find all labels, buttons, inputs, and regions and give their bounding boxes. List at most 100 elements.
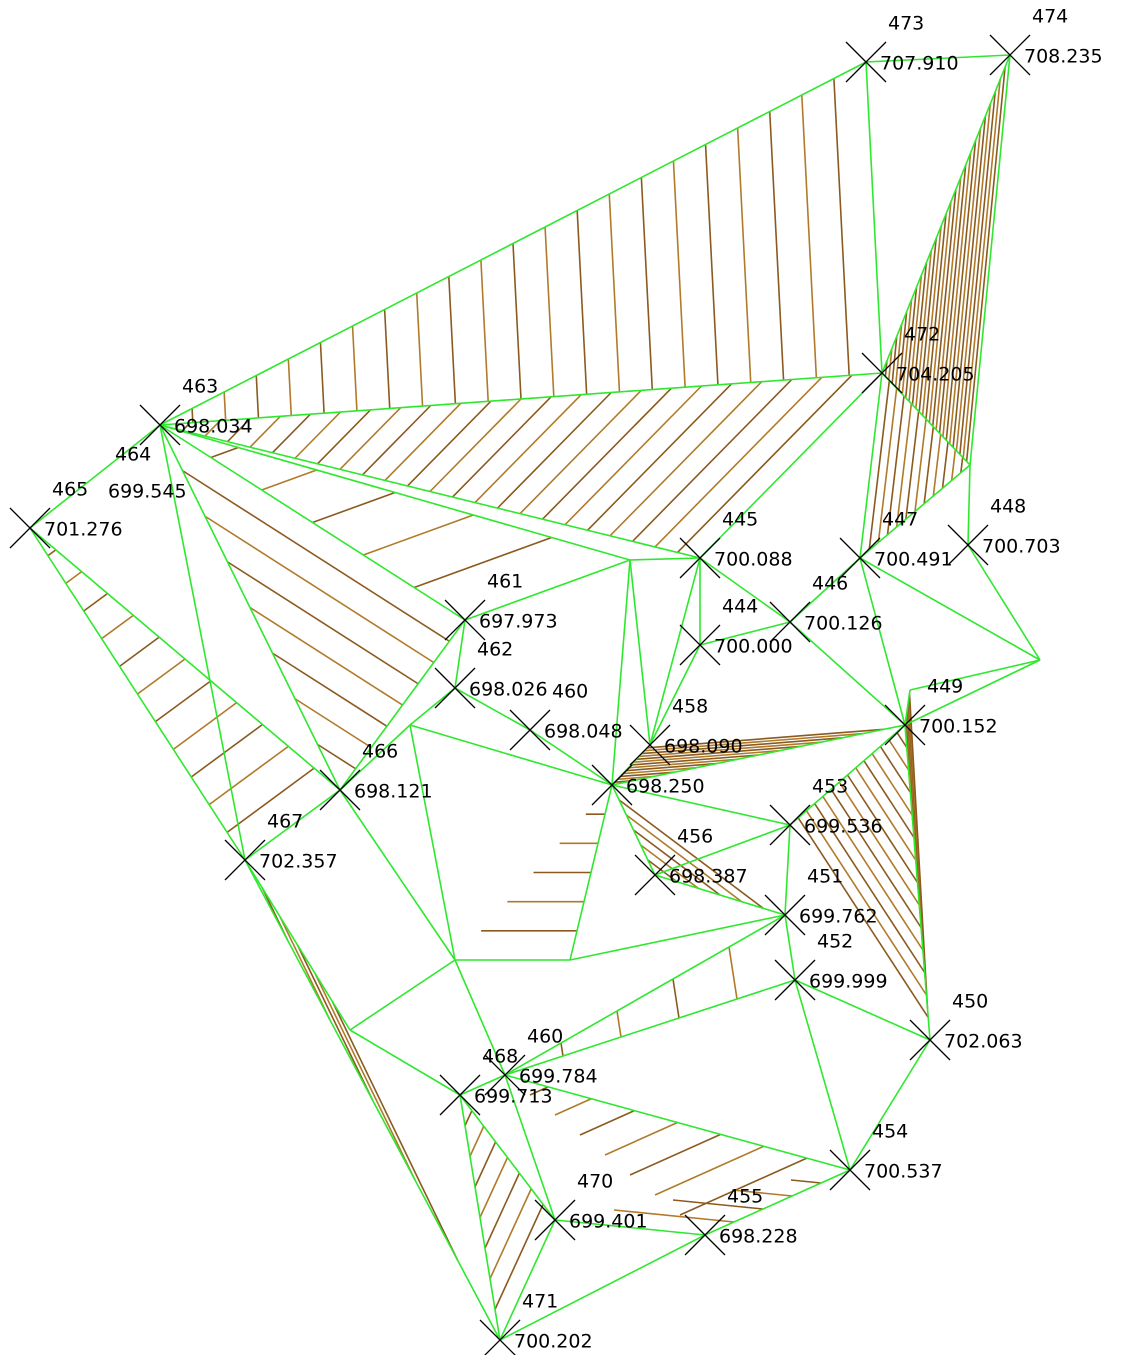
contour-line xyxy=(672,160,686,388)
contour-line xyxy=(654,376,823,548)
contour-line xyxy=(838,781,920,906)
triangle-edge xyxy=(865,54,1011,63)
contour-line xyxy=(181,422,191,432)
contour-line xyxy=(314,972,416,1181)
contour-line xyxy=(512,243,522,400)
contour-line xyxy=(636,745,801,761)
contour-line xyxy=(948,128,982,444)
contour-line xyxy=(576,210,588,395)
contour-line xyxy=(529,1086,549,1096)
point-id: 449 xyxy=(927,676,963,698)
contour-line xyxy=(317,743,357,770)
triangle-edge xyxy=(349,1029,461,1096)
contour-line xyxy=(914,418,927,512)
triangle-edge xyxy=(865,61,883,374)
point-id: 445 xyxy=(722,509,758,531)
triangle-edge xyxy=(649,644,701,746)
contour-line xyxy=(647,728,885,749)
point-elevation: 700.491 xyxy=(874,549,953,571)
triangle-edge xyxy=(859,557,1041,661)
point-elevation: 702.063 xyxy=(944,1031,1023,1053)
triangle-edge xyxy=(339,619,466,791)
contour-line xyxy=(312,491,396,524)
point-elevation: 704.205 xyxy=(896,364,975,386)
contour-line xyxy=(227,561,419,685)
triangle-edge xyxy=(554,1219,706,1236)
point-elevation: 700.126 xyxy=(804,613,883,635)
contour-line xyxy=(877,388,898,543)
contour-line xyxy=(639,741,822,758)
contour-line xyxy=(339,407,402,470)
contour-line xyxy=(586,383,733,531)
contour-line xyxy=(728,946,738,1000)
contour-line xyxy=(351,325,358,411)
contour-line xyxy=(629,1133,721,1176)
contour-line xyxy=(855,767,917,861)
triangle-edge xyxy=(409,724,456,961)
contour-line xyxy=(604,1121,678,1156)
contour-line xyxy=(654,1145,765,1196)
point-id: 472 xyxy=(904,324,940,346)
contour-line xyxy=(210,446,239,459)
point-marker xyxy=(9,507,51,549)
point-elevation: 708.235 xyxy=(1024,46,1103,68)
triangle-edge xyxy=(967,464,971,546)
contour-line xyxy=(204,515,435,664)
contour-line xyxy=(647,859,678,883)
point-id: 465 xyxy=(52,479,88,501)
contour-line xyxy=(640,177,654,390)
contour-line xyxy=(226,767,315,833)
contour-line xyxy=(65,571,83,584)
contour-line xyxy=(945,140,977,441)
contour-line xyxy=(406,400,492,487)
contour-line xyxy=(928,201,952,423)
triangle-edge xyxy=(629,557,701,561)
triangle-edge xyxy=(339,789,456,961)
contour-line xyxy=(768,111,785,381)
contour-line xyxy=(672,978,680,1019)
contour-line xyxy=(204,420,221,437)
contour-line xyxy=(887,738,910,771)
triangle-edge xyxy=(859,372,883,559)
triangle-edge xyxy=(499,1234,706,1341)
contour-line xyxy=(896,731,908,748)
triangle-edge xyxy=(504,914,786,1076)
contour-line xyxy=(625,814,743,903)
contour-line xyxy=(790,1179,822,1184)
contour-line xyxy=(319,342,325,414)
point-marker xyxy=(439,1074,481,1116)
point-marker xyxy=(774,959,816,1001)
triangle-edge xyxy=(629,559,651,746)
contour-line xyxy=(137,658,186,695)
contour-line xyxy=(249,415,281,448)
triangle-edge xyxy=(789,724,906,826)
point-id: 458 xyxy=(672,696,708,718)
point-elevation: 698.048 xyxy=(544,721,623,743)
triangle-edge xyxy=(459,1094,501,1341)
point-elevation: 699.536 xyxy=(804,816,883,838)
point-id: 444 xyxy=(722,596,758,618)
point-id: 456 xyxy=(677,826,713,848)
point-elevation: 697.973 xyxy=(479,611,558,633)
triangle-edge xyxy=(611,784,791,826)
contour-line xyxy=(898,311,908,391)
triangle-edge xyxy=(859,464,971,559)
contour-line xyxy=(871,753,913,816)
point-elevation: 698.250 xyxy=(626,776,705,798)
triangle-edge xyxy=(784,914,796,981)
contour-line xyxy=(616,1010,622,1038)
point-marker xyxy=(591,764,633,806)
point-id: 461 xyxy=(487,571,523,593)
triangle-edge xyxy=(499,1219,556,1341)
contour-line xyxy=(797,817,929,1018)
triangle-edge xyxy=(159,424,466,621)
triangle-edge xyxy=(904,724,931,1041)
contour-line xyxy=(630,754,759,766)
contour-line xyxy=(921,226,942,416)
contour-line xyxy=(950,449,957,481)
triangle-edge xyxy=(159,424,341,791)
point-marker xyxy=(947,524,989,566)
contour-line xyxy=(287,358,293,416)
triangle-edge xyxy=(611,724,906,786)
contour-line xyxy=(226,417,251,443)
